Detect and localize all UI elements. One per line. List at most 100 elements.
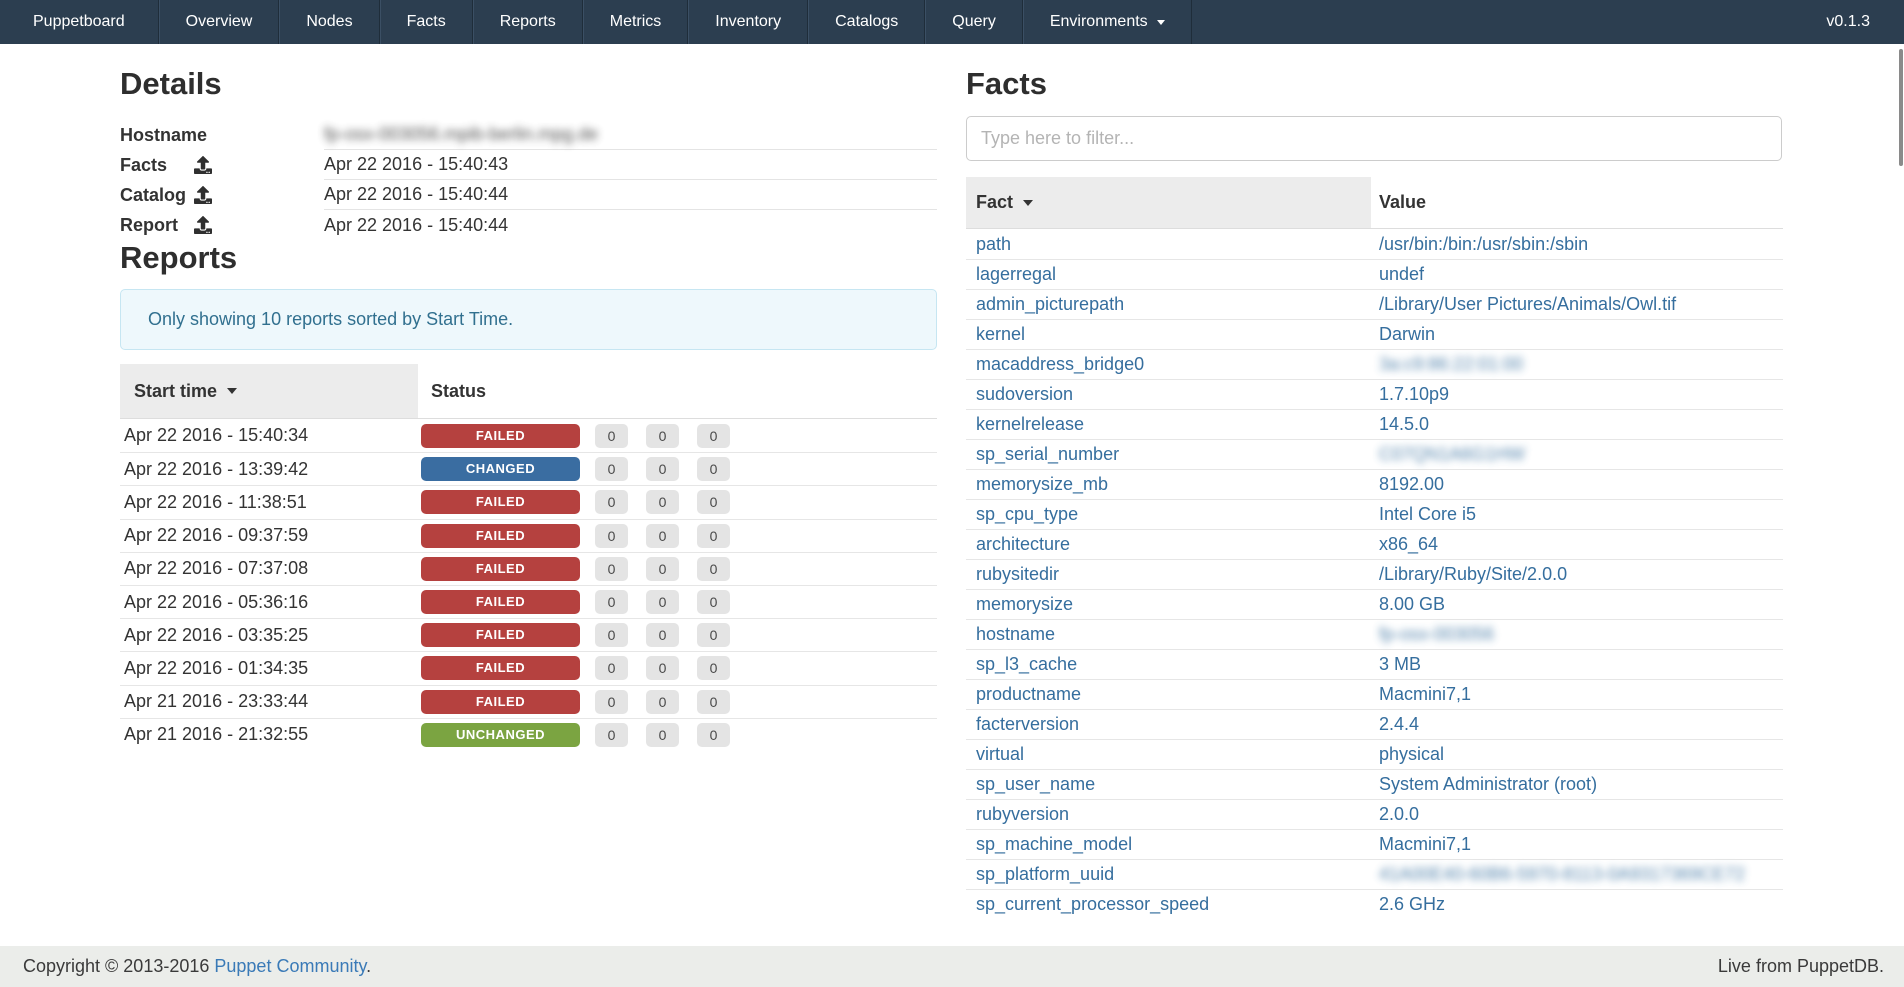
fact-name-link[interactable]: rubyversion: [976, 804, 1070, 824]
fact-value-link[interactable]: 14.5.0: [1379, 414, 1430, 434]
fact-value-link[interactable]: Macmini7,1: [1379, 834, 1472, 854]
fact-name-link[interactable]: kernel: [976, 324, 1026, 344]
fact-value-link[interactable]: System Administrator (root): [1379, 774, 1598, 794]
scrollbar[interactable]: [1899, 49, 1903, 166]
fact-value-link[interactable]: /usr/bin:/bin:/usr/sbin:/sbin: [1379, 233, 1589, 254]
fact-row: memorysize_mb 8192.00: [966, 469, 1783, 499]
fact-name-link[interactable]: path: [976, 233, 1012, 254]
fact-name-link[interactable]: lagerregal: [976, 264, 1057, 284]
upload-icon[interactable]: [194, 156, 212, 174]
nav-item-catalogs[interactable]: Catalogs: [808, 0, 926, 44]
fact-name-link[interactable]: kernelrelease: [976, 414, 1085, 434]
report-start-time: Apr 22 2016 - 03:35:25: [124, 624, 309, 645]
fact-name-link[interactable]: architecture: [976, 534, 1071, 554]
report-count-badge: 0: [595, 423, 628, 448]
fact-row: sp_serial_number C07QN1A6G1HW: [966, 439, 1783, 469]
nav-brand-puppetboard[interactable]: Puppetboard: [0, 0, 159, 44]
report-start-time: Apr 22 2016 - 09:37:59: [124, 525, 309, 546]
fact-name-link[interactable]: productname: [976, 684, 1082, 704]
report-count-badge: 0: [595, 689, 628, 714]
fact-value-link[interactable]: 1.7.10p9: [1379, 384, 1450, 404]
main-content: Details Hostname fp-osx-003056.mpib-berl…: [0, 44, 1904, 919]
fact-value-link[interactable]: 2.6 GHz: [1379, 894, 1446, 914]
nav-item-reports[interactable]: Reports: [472, 0, 583, 44]
fact-value-link[interactable]: x86_64: [1379, 534, 1439, 554]
fact-name-link[interactable]: sp_l3_cache: [976, 654, 1078, 674]
nav-item-inventory[interactable]: Inventory: [688, 0, 809, 44]
details-title: Details: [120, 66, 222, 101]
fact-name-link[interactable]: facterversion: [976, 714, 1080, 734]
fact-name-link[interactable]: sp_platform_uuid: [976, 864, 1115, 884]
column-header-fact[interactable]: Fact: [966, 177, 1371, 228]
fact-value-link[interactable]: fp-osx-003056: [1379, 624, 1495, 644]
navbar-links: Puppetboard Overview Nodes Facts Reports…: [0, 0, 1192, 44]
fact-row: sp_cpu_type Intel Core i5: [966, 499, 1783, 529]
fact-name-link[interactable]: rubysitedir: [976, 564, 1060, 584]
fact-value-link[interactable]: C07QN1A6G1HW: [1379, 444, 1526, 464]
fact-row: architecture x86_64: [966, 529, 1783, 559]
report-status-badge: FAILED: [421, 490, 580, 515]
reports-table-body: Apr 22 2016 - 15:40:34 FAILED 0 0 0 Apr …: [120, 419, 937, 751]
fact-row: sp_platform_uuid 41A00E40-60B6-5970-8113…: [966, 859, 1783, 889]
fact-value-link[interactable]: /Library/Ruby/Site/2.0.0: [1379, 564, 1568, 584]
fact-row: hostname fp-osx-003056: [966, 619, 1783, 649]
fact-value-link[interactable]: 2.0.0: [1379, 804, 1420, 824]
fact-name-link[interactable]: admin_picturepath: [976, 294, 1125, 314]
fact-value-link[interactable]: Intel Core i5: [1379, 504, 1477, 524]
nav-item-query[interactable]: Query: [925, 0, 1023, 44]
column-header-start-time[interactable]: Start time: [120, 364, 418, 418]
report-count-badge: 0: [646, 656, 679, 681]
nav-item-overview[interactable]: Overview: [158, 0, 280, 44]
facts-column: Facts Fact Value path /usr/bin:/bin:/usr…: [966, 44, 1783, 919]
fact-name-link[interactable]: memorysize: [976, 594, 1074, 614]
fact-name-link[interactable]: sudoversion: [976, 384, 1074, 404]
fact-name-link[interactable]: memorysize_mb: [976, 474, 1109, 494]
report-count-badge: 0: [646, 523, 679, 548]
fact-row: facterversion 2.4.4: [966, 709, 1783, 739]
report-status-badge: FAILED: [421, 423, 580, 448]
fact-name-link[interactable]: macaddress_bridge0: [976, 354, 1145, 374]
fact-row: sp_user_name System Administrator (root): [966, 769, 1783, 799]
fact-value-link[interactable]: Macmini7,1: [1379, 684, 1472, 704]
fact-value-link[interactable]: /Library/User Pictures/Animals/Owl.tif: [1379, 294, 1677, 314]
nav-item-metrics[interactable]: Metrics: [582, 0, 689, 44]
facts-label: Facts: [120, 154, 168, 175]
chevron-down-icon: [1156, 19, 1165, 25]
fact-name-link[interactable]: sp_user_name: [976, 774, 1096, 794]
report-start-time: Apr 22 2016 - 15:40:34: [124, 425, 309, 446]
fact-value-link[interactable]: 41A00E40-60B6-5970-8113-0A9317369CE72: [1379, 864, 1745, 884]
upload-icon[interactable]: [194, 216, 212, 234]
fact-name-link[interactable]: sp_machine_model: [976, 834, 1133, 854]
fact-value-link[interactable]: 3 MB: [1379, 654, 1422, 674]
nav-item-facts[interactable]: Facts: [379, 0, 473, 44]
fact-row: rubyversion 2.0.0: [966, 799, 1783, 829]
report-count-badge: 0: [697, 722, 730, 747]
fact-name-link[interactable]: virtual: [976, 744, 1025, 764]
fact-value-link[interactable]: 3a:c9:86:22:01:00: [1379, 354, 1524, 374]
report-count-badge: 0: [646, 490, 679, 515]
fact-value-link[interactable]: 8192.00: [1379, 474, 1445, 494]
report-count-badge: 0: [595, 457, 628, 482]
facts-filter-input[interactable]: [966, 116, 1782, 161]
report-start-time: Apr 22 2016 - 07:37:08: [124, 558, 309, 579]
fact-name-link[interactable]: sp_current_processor_speed: [976, 894, 1210, 914]
fact-value-link[interactable]: physical: [1379, 744, 1445, 764]
fact-value-link[interactable]: 2.4.4: [1379, 714, 1420, 734]
fact-name-link[interactable]: sp_serial_number: [976, 444, 1120, 464]
fact-row: sp_machine_model Macmini7,1: [966, 829, 1783, 859]
fact-value-link[interactable]: 8.00 GB: [1379, 594, 1446, 614]
nav-item-nodes[interactable]: Nodes: [279, 0, 380, 44]
fact-value-link[interactable]: Darwin: [1379, 324, 1436, 344]
environments-label: Environments: [1049, 13, 1148, 30]
catalog-timestamp: Apr 22 2016 - 15:40:44: [324, 184, 509, 204]
fact-name-link[interactable]: hostname: [976, 624, 1056, 644]
upload-icon[interactable]: [194, 186, 212, 204]
report-count-badge: 0: [646, 623, 679, 648]
report-row: Apr 22 2016 - 01:34:35 FAILED 0 0 0: [120, 651, 937, 684]
puppet-community-link[interactable]: Puppet Community: [214, 956, 367, 976]
nav-dropdown-environments[interactable]: Environments: [1022, 0, 1192, 44]
fact-row: sudoversion 1.7.10p9: [966, 379, 1783, 409]
report-row: Apr 22 2016 - 15:40:34 FAILED 0 0 0: [120, 419, 937, 452]
fact-name-link[interactable]: sp_cpu_type: [976, 504, 1079, 524]
fact-value-link[interactable]: undef: [1379, 264, 1425, 284]
